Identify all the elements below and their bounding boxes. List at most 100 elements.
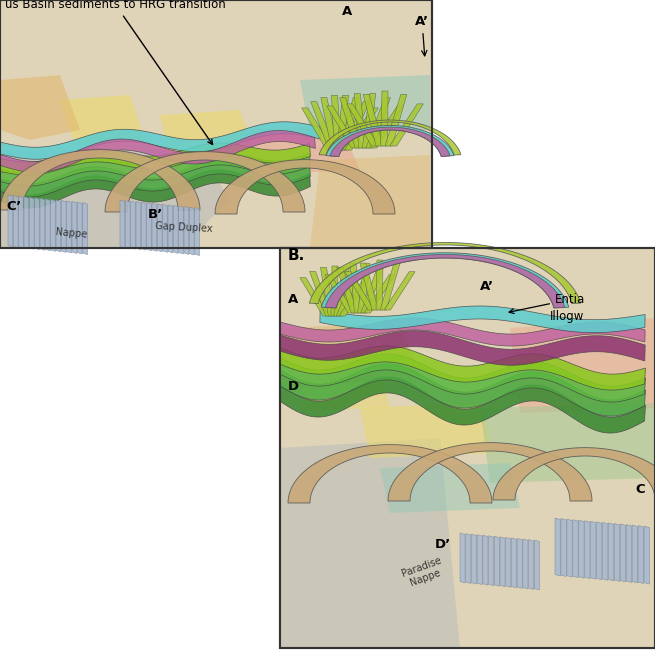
Polygon shape <box>517 538 522 588</box>
Polygon shape <box>337 267 358 313</box>
Polygon shape <box>603 522 608 580</box>
Polygon shape <box>495 536 499 586</box>
Polygon shape <box>310 271 332 316</box>
Text: B.: B. <box>288 248 305 263</box>
Polygon shape <box>460 533 465 583</box>
Polygon shape <box>310 102 336 150</box>
Polygon shape <box>325 255 565 308</box>
Polygon shape <box>152 203 157 252</box>
Text: C: C <box>635 483 645 496</box>
Polygon shape <box>354 94 366 148</box>
Text: B’: B’ <box>148 208 163 221</box>
Polygon shape <box>168 205 173 253</box>
Polygon shape <box>480 403 655 483</box>
Polygon shape <box>358 263 370 313</box>
Polygon shape <box>35 198 39 250</box>
Polygon shape <box>614 523 620 582</box>
Polygon shape <box>585 521 590 579</box>
Polygon shape <box>330 127 450 157</box>
Polygon shape <box>327 106 359 148</box>
Polygon shape <box>632 525 637 583</box>
Polygon shape <box>0 143 310 175</box>
Polygon shape <box>561 519 567 576</box>
Polygon shape <box>136 202 141 250</box>
Polygon shape <box>361 267 383 313</box>
Polygon shape <box>83 202 88 255</box>
Polygon shape <box>288 445 492 503</box>
Polygon shape <box>339 98 359 150</box>
Polygon shape <box>162 204 168 252</box>
Polygon shape <box>0 149 200 210</box>
Polygon shape <box>0 122 320 159</box>
Polygon shape <box>364 274 395 313</box>
Polygon shape <box>529 540 534 590</box>
Polygon shape <box>179 206 183 254</box>
Polygon shape <box>620 524 626 582</box>
Polygon shape <box>310 155 430 248</box>
Polygon shape <box>384 272 415 310</box>
Polygon shape <box>77 202 82 254</box>
Polygon shape <box>638 525 643 584</box>
Text: Nappe: Nappe <box>55 227 88 240</box>
Polygon shape <box>626 525 631 582</box>
Polygon shape <box>319 120 461 155</box>
Polygon shape <box>147 202 151 251</box>
Polygon shape <box>567 519 572 577</box>
Polygon shape <box>534 540 540 590</box>
Polygon shape <box>320 267 335 316</box>
Polygon shape <box>45 198 50 251</box>
Polygon shape <box>350 263 361 313</box>
Text: D: D <box>288 380 299 393</box>
Text: us Basin sediments to HRG transition: us Basin sediments to HRG transition <box>5 0 226 145</box>
Polygon shape <box>523 539 528 589</box>
Polygon shape <box>573 519 578 578</box>
Polygon shape <box>336 271 360 316</box>
Polygon shape <box>345 108 379 150</box>
Polygon shape <box>381 91 388 146</box>
Polygon shape <box>466 534 471 584</box>
Polygon shape <box>366 98 390 148</box>
Polygon shape <box>280 364 645 416</box>
Polygon shape <box>380 463 520 513</box>
Polygon shape <box>326 126 454 157</box>
Polygon shape <box>105 152 305 212</box>
Text: Paradise
Nappe: Paradise Nappe <box>400 555 447 590</box>
Polygon shape <box>280 438 460 648</box>
Polygon shape <box>339 278 370 316</box>
Polygon shape <box>280 354 645 402</box>
Polygon shape <box>280 377 645 433</box>
Polygon shape <box>56 200 61 252</box>
Polygon shape <box>50 199 56 252</box>
Polygon shape <box>280 331 645 365</box>
Bar <box>0 0 432 248</box>
Text: C’: C’ <box>6 200 21 213</box>
Bar <box>280 248 655 648</box>
Polygon shape <box>325 274 354 313</box>
Polygon shape <box>608 523 614 581</box>
Polygon shape <box>591 521 596 579</box>
Polygon shape <box>331 266 338 316</box>
Polygon shape <box>500 537 505 587</box>
Text: Entia: Entia <box>509 293 586 314</box>
Polygon shape <box>195 208 200 255</box>
Polygon shape <box>280 323 420 388</box>
Polygon shape <box>300 75 430 135</box>
Polygon shape <box>510 318 655 413</box>
Polygon shape <box>157 204 162 252</box>
Polygon shape <box>380 263 400 310</box>
Polygon shape <box>8 195 13 247</box>
Polygon shape <box>555 518 560 576</box>
Text: A: A <box>288 293 298 306</box>
Text: Illogw: Illogw <box>550 310 584 323</box>
Polygon shape <box>160 110 255 158</box>
Polygon shape <box>72 202 77 253</box>
Text: A’: A’ <box>480 280 494 293</box>
Polygon shape <box>67 201 71 253</box>
Polygon shape <box>333 267 350 316</box>
Polygon shape <box>62 200 66 252</box>
Polygon shape <box>506 537 511 588</box>
Polygon shape <box>24 196 29 249</box>
Polygon shape <box>29 197 34 249</box>
Polygon shape <box>321 253 569 308</box>
Polygon shape <box>342 102 369 150</box>
